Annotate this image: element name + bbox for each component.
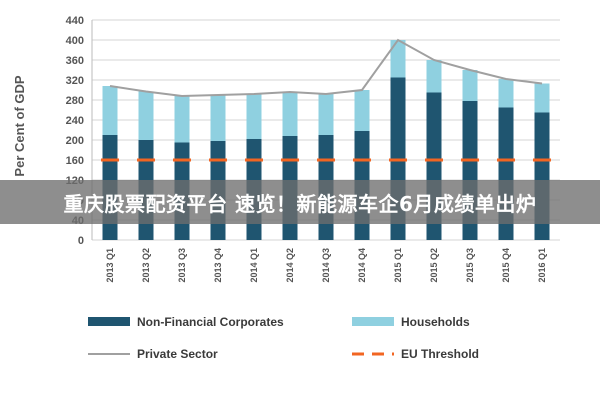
bar-households	[282, 92, 298, 136]
bar-households	[174, 96, 190, 143]
bar-households	[318, 94, 334, 135]
x-tick-label: 2015 Q4	[501, 248, 511, 283]
y-tick-label: 160	[66, 155, 84, 167]
bar-households	[462, 70, 478, 101]
legend-swatch-non-financial	[88, 317, 130, 326]
x-tick-label: 2013 Q1	[105, 248, 115, 283]
legend-swatch-households	[352, 317, 394, 326]
legend-label-households: Households	[401, 315, 470, 329]
x-axis-ticks: 2013 Q1 2013 Q2 2013 Q3 2013 Q4 2014 Q1 2014 …	[105, 248, 547, 283]
x-tick-label: 2014 Q1	[249, 248, 259, 283]
y-tick-label: 0	[78, 235, 84, 247]
legend-label-private-sector: Private Sector	[137, 347, 218, 361]
bar-households	[138, 91, 154, 140]
bar-households	[354, 90, 370, 131]
bar-households	[246, 94, 262, 139]
x-tick-label: 2013 Q4	[213, 248, 223, 283]
y-tick-label: 320	[66, 75, 84, 87]
x-tick-label: 2013 Q2	[141, 248, 151, 283]
x-tick-label: 2015 Q2	[429, 248, 439, 283]
x-tick-label: 2014 Q4	[357, 248, 367, 283]
caption-text: 重庆股票配资平台 速览！新能源车企6月成绩单出炉	[63, 191, 537, 216]
bar-households	[390, 40, 406, 78]
y-tick-label: 240	[66, 115, 84, 127]
series-lines	[101, 38, 551, 162]
x-tick-label: 2015 Q1	[393, 248, 403, 283]
y-tick-label: 360	[66, 55, 84, 67]
legend: Non-Financial Corporates Households Priv…	[88, 315, 479, 361]
x-tick-label: 2014 Q3	[321, 248, 331, 283]
x-tick-label: 2015 Q3	[465, 248, 475, 283]
x-tick-label: 2014 Q2	[285, 248, 295, 283]
bar-households	[534, 83, 550, 113]
bar-households	[426, 60, 442, 93]
y-tick-label: 280	[66, 95, 84, 107]
x-tick-label: 2013 Q3	[177, 248, 187, 283]
bar-households	[498, 79, 514, 108]
bar-households	[210, 95, 226, 141]
x-tick-label: 2016 Q1	[537, 248, 547, 283]
caption-banner: 重庆股票配资平台 速览！新能源车企6月成绩单出炉	[0, 180, 600, 224]
y-tick-label: 440	[66, 15, 84, 27]
y-tick-label: 400	[66, 35, 84, 47]
bar-households	[102, 86, 118, 135]
y-axis-label: Per Cent of GDP	[12, 75, 27, 176]
y-tick-label: 200	[66, 135, 84, 147]
legend-label-eu-threshold: EU Threshold	[401, 347, 479, 361]
legend-label-non-financial: Non-Financial Corporates	[137, 315, 284, 329]
